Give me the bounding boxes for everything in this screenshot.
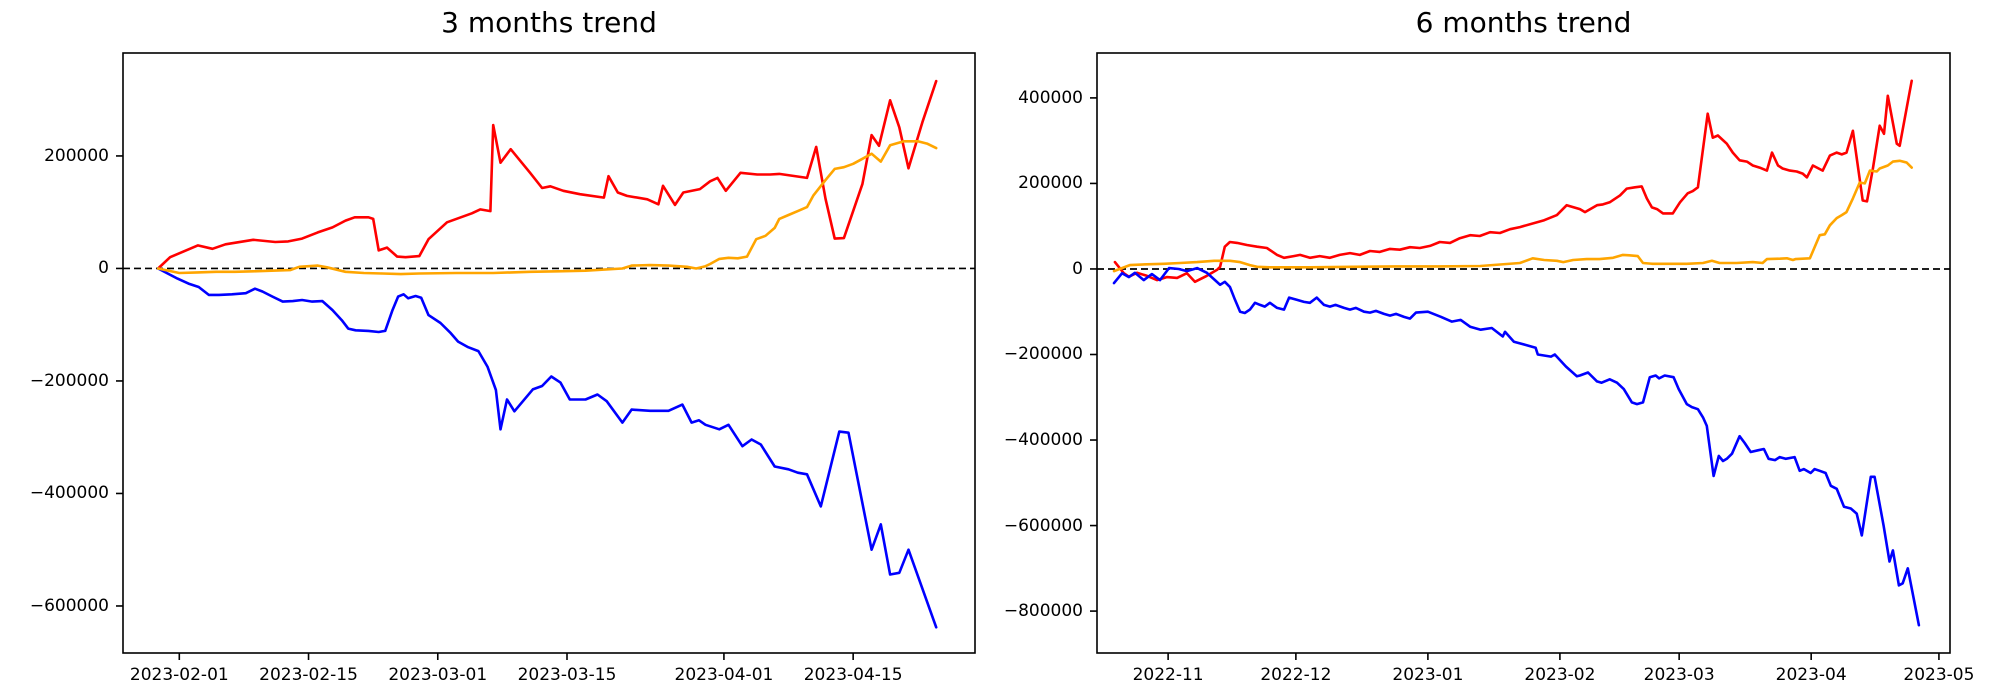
y-tick-label: 0	[1072, 258, 1083, 279]
y-tick-label: 0	[98, 258, 109, 279]
blue-line	[156, 267, 938, 629]
x-tick-label: 2023-02-01	[129, 665, 229, 685]
x-tick-label: 2023-03-01	[388, 665, 488, 685]
x-tick-label: 2023-04	[1775, 665, 1847, 685]
x-tick-label: 2022-12	[1260, 665, 1332, 685]
y-tick-label: −800000	[1003, 601, 1083, 622]
y-tick-label: −200000	[29, 370, 109, 391]
x-tick-label: 2023-02	[1524, 665, 1596, 685]
y-tick-label: −600000	[1003, 515, 1083, 536]
y-tick-label: 200000	[44, 145, 109, 166]
x-tick-label: 2023-03	[1643, 665, 1715, 685]
y-tick-label: −200000	[1003, 344, 1083, 365]
y-tick-label: 200000	[1018, 173, 1083, 194]
plot-area	[1090, 52, 1951, 660]
x-tick-label: 2023-05	[1903, 665, 1975, 685]
orange-line	[1112, 159, 1914, 273]
y-tick-label: −400000	[29, 483, 109, 504]
chart-title-6-months: 6 months trend	[1415, 6, 1632, 39]
x-tick-label: 2023-02-15	[259, 665, 358, 685]
axes-spines	[1096, 52, 1951, 654]
x-tick-label: 2023-03-15	[517, 665, 617, 685]
x-tick-label: 2023-04-01	[674, 665, 774, 685]
y-tick-label: −600000	[29, 595, 109, 616]
y-tick-label: 400000	[1018, 87, 1083, 108]
y-tick-label: −400000	[1003, 430, 1083, 451]
plot-area	[116, 52, 976, 660]
blue-line	[1112, 266, 1921, 627]
orange-line	[156, 140, 938, 276]
x-tick-label: 2023-04-15	[803, 665, 903, 685]
x-tick-label: 2022-11	[1132, 665, 1204, 685]
red-line	[1113, 79, 1914, 284]
red-line	[156, 79, 938, 270]
axes-spines	[122, 52, 976, 654]
x-tick-label: 2023-01	[1392, 665, 1464, 685]
chart-title-3-months: 3 months trend	[441, 6, 657, 39]
